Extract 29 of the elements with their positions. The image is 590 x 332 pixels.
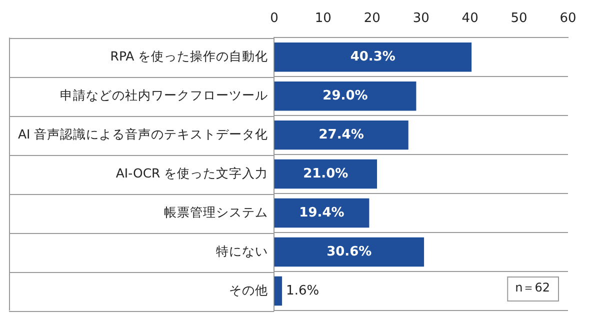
y-tick-label: 特にない [216,243,268,258]
bar [274,81,416,111]
x-tick-label: 40 [462,11,478,26]
data-label: 40.3% [350,49,396,64]
data-label: 30.6% [326,244,372,260]
x-tick-label: 20 [364,11,380,26]
y-tick-label: AI-OCR を使った文字入力 [116,165,268,180]
x-tick-label: 30 [412,11,430,26]
x-tick-label: 0 [270,11,278,26]
y-tick-label: 申請などの社内ワークフローツール [60,87,268,102]
y-tick-label: RPA を使った操作の自動化 [110,48,268,64]
bar [274,198,370,228]
x-tick-label: 60 [560,11,576,26]
data-label: 21.0% [303,166,348,182]
y-tick-label: 帳票管理システム [164,204,268,220]
bar [274,42,472,72]
bar [274,120,408,150]
annotation: n＝62 [515,280,550,295]
x-tick-label: 50 [510,11,528,26]
y-tick-label: AI 音声認識による音声のテキストデータ化 [18,126,268,142]
data-label: 19.4% [299,205,344,220]
bar [274,237,424,267]
x-tick-label: 10 [314,11,332,26]
data-label: 27.4% [318,127,364,142]
y-tick-label: その他 [229,282,268,298]
data-label: 29.0% [322,88,368,104]
bar [274,276,282,306]
data-label: 1.6% [286,283,320,298]
bar [274,159,378,189]
